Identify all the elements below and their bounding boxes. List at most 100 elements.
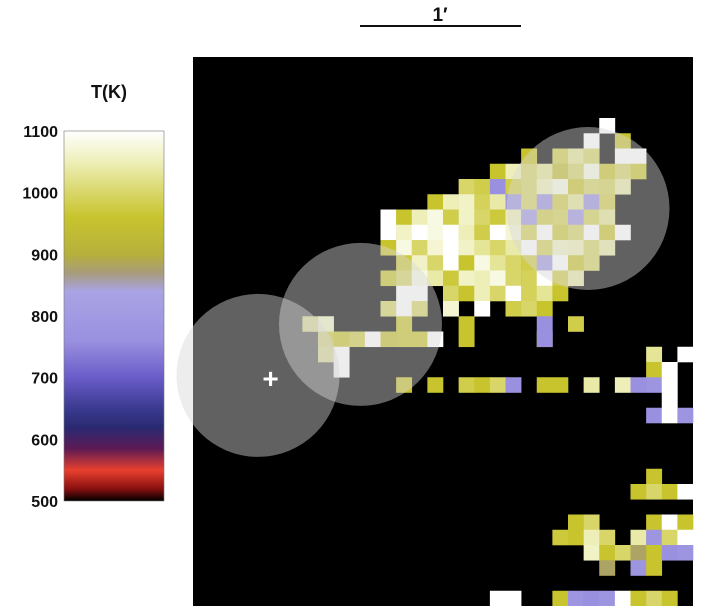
heatmap-cell	[349, 331, 366, 348]
heatmap-cell	[646, 346, 663, 363]
heatmap-cell	[380, 224, 397, 241]
heatmap-cell	[521, 270, 538, 287]
heatmap-cell	[411, 255, 428, 271]
heatmap-cell	[380, 331, 397, 348]
heatmap-cell	[333, 331, 350, 348]
heatmap-cell	[552, 590, 569, 606]
heatmap-cell	[505, 163, 522, 180]
heatmap-cell	[599, 560, 616, 576]
heatmap-cell	[396, 377, 413, 393]
heatmap-cell	[411, 209, 428, 226]
heatmap-cell	[474, 270, 491, 287]
colorbar-tick-label: 1100	[23, 124, 58, 141]
heatmap-cell	[474, 377, 491, 393]
heatmap-cell	[630, 377, 647, 393]
heatmap-cell	[536, 194, 553, 210]
heatmap-cell	[568, 590, 584, 606]
heatmap-cell	[489, 224, 506, 241]
heatmap-cell	[661, 484, 678, 500]
colorbar-tick-label: 600	[31, 432, 58, 449]
aperture-circle	[176, 293, 340, 457]
heatmap-cell	[646, 514, 663, 531]
heatmap-cell	[427, 331, 444, 348]
heatmap-cell	[505, 179, 522, 195]
heatmap-cell	[396, 301, 413, 317]
heatmap-cell	[536, 209, 553, 226]
heatmap-cell	[443, 270, 459, 287]
heatmap-cell	[380, 209, 397, 226]
heatmap-cell	[583, 255, 600, 271]
heatmap-cell	[568, 148, 584, 165]
heatmap-cell	[443, 255, 459, 271]
heatmap-cell	[489, 194, 506, 210]
heatmap-cell	[568, 255, 584, 271]
heatmap-cell	[646, 407, 663, 424]
heatmap-cell	[536, 224, 553, 241]
heatmap-cell	[536, 179, 553, 195]
heatmap-cell	[661, 362, 678, 378]
heatmap-cell	[396, 331, 413, 348]
heatmap-cell	[443, 194, 459, 210]
heatmap-cell	[552, 209, 569, 226]
heatmap-cell	[614, 590, 631, 606]
heatmap-cell	[583, 224, 600, 241]
heatmap-cell	[646, 590, 663, 606]
heatmap-cell	[396, 255, 413, 271]
heatmap-cell	[521, 194, 538, 210]
heatmap-cell	[552, 179, 569, 195]
aperture-circle	[506, 127, 670, 290]
heatmap-cell	[630, 545, 647, 561]
heatmap-cell	[505, 590, 522, 606]
heatmap-cell	[583, 148, 600, 165]
heatmap-cell	[458, 377, 475, 393]
heatmap-cell	[568, 316, 584, 332]
heatmap-cell	[318, 346, 334, 363]
heatmap-cell	[568, 163, 584, 180]
heatmap-cell	[552, 194, 569, 210]
heatmap-cell	[489, 209, 506, 226]
heatmap-cell	[536, 270, 553, 287]
heatmap-cell	[505, 194, 522, 210]
heatmap-cell	[661, 545, 678, 561]
heatmap-cell	[474, 285, 491, 302]
heatmap-cell	[427, 240, 444, 256]
heatmap-cell	[677, 514, 694, 531]
heatmap-cell	[630, 529, 647, 546]
heatmap-cell	[489, 285, 506, 302]
heatmap-cell	[599, 529, 616, 546]
heatmap-cell	[599, 163, 616, 180]
colorbar-tick-label: 1000	[22, 186, 58, 203]
heatmap-cell	[614, 545, 631, 561]
heatmap-cell	[583, 133, 600, 149]
heatmap-cell	[646, 529, 663, 546]
heatmap-cell	[677, 529, 694, 546]
heatmap-cell	[443, 209, 459, 226]
heatmap-cell	[396, 316, 413, 332]
heatmap-cell	[489, 590, 506, 606]
heatmap-cell	[489, 163, 506, 180]
heatmap-cell	[646, 377, 663, 393]
heatmap-cell	[599, 118, 616, 134]
heatmap-cell	[536, 240, 553, 256]
colorbar: T(K) 500 600 700 800 900 1000 1100	[22, 82, 165, 511]
heatmap-cell	[458, 316, 475, 332]
heatmap-cell	[333, 362, 350, 378]
heatmap-cell	[599, 209, 616, 226]
heatmap-cell	[614, 148, 631, 165]
heatmap-cell	[396, 209, 413, 226]
heatmap-cell	[552, 148, 569, 165]
heatmap-cell	[427, 209, 444, 226]
heatmap-cell	[427, 224, 444, 241]
heatmap-cell	[568, 529, 584, 546]
heatmap-cell	[380, 301, 397, 317]
heatmap-cell	[536, 285, 553, 302]
heatmap-cell	[677, 545, 694, 561]
heatmap-cell	[552, 240, 569, 256]
heatmap-cell	[630, 163, 647, 180]
aperture-circle	[279, 242, 442, 406]
heatmap-cell	[474, 240, 491, 256]
scale-bar: 1′	[360, 5, 521, 27]
heatmap-cell	[302, 316, 319, 332]
heatmap-cell	[583, 240, 600, 256]
heatmap-cell	[661, 392, 678, 409]
